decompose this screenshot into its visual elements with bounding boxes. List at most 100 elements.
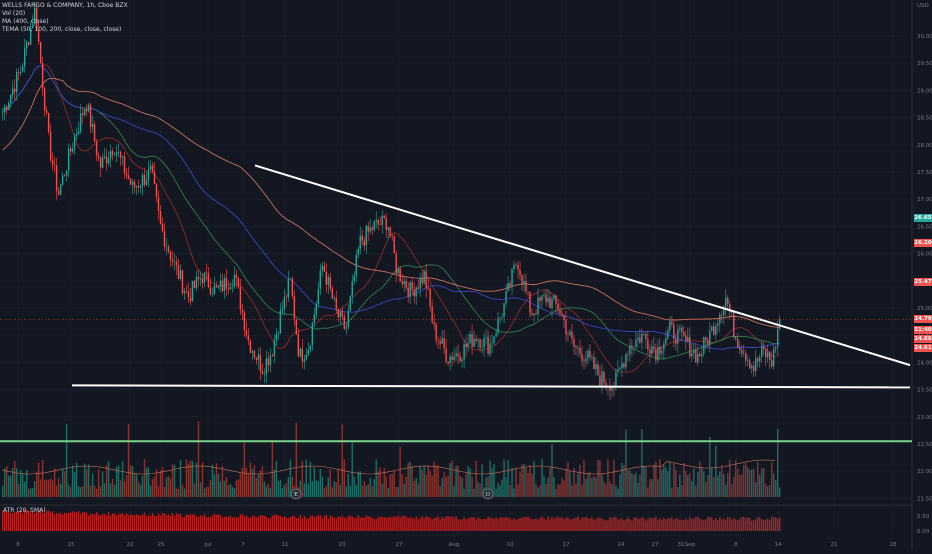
candle [467,342,469,348]
candle [143,174,146,185]
support-line[interactable] [71,384,911,389]
candle [529,292,531,314]
volume-bar [133,472,136,497]
volume-bar [481,464,483,497]
candle [313,314,315,323]
candle [459,356,461,362]
volume-bar [323,488,325,497]
atr-bar [777,518,779,531]
volume-bar [681,484,683,497]
candle [93,124,96,142]
atr-bar [13,512,16,531]
candle [207,272,210,288]
atr-bar [253,515,256,531]
volume-bar [107,461,110,497]
volume-bar [27,488,30,497]
atr-bar [661,519,663,531]
atr-bar [209,517,212,531]
atr-bar [105,515,108,531]
atr-bar [283,516,286,531]
volume-bar [99,486,102,497]
volume-bar [595,477,597,497]
candle [41,62,44,89]
volume-bar [365,485,367,497]
candle [595,364,597,370]
atr-bar [17,511,20,531]
candle [549,297,551,308]
candle [465,344,467,348]
volume-bar [685,471,687,497]
atr-bar [37,511,40,531]
candle [681,327,683,333]
candle [543,294,545,296]
atr-bar [321,518,323,531]
candle [157,197,160,211]
candle [699,354,701,357]
volume-bar [409,461,411,497]
atr-bar [171,513,174,531]
volume-bar [17,483,20,497]
volume-bar [707,475,709,497]
candle [79,113,82,132]
descending-trendline[interactable] [254,164,911,367]
candle [33,7,36,25]
candle [2,112,4,113]
volume-bar [245,467,248,497]
volume-bar [517,484,519,497]
atr-bar [485,519,487,531]
volume-bar [683,463,685,497]
atr-bar [409,517,411,531]
atr-bar [569,519,571,531]
atr-bar [507,517,509,531]
atr-bar [415,516,417,531]
volume-bar [59,483,62,497]
event-marker[interactable] [482,488,494,500]
volume-bar [189,460,192,497]
volume-bar [313,467,315,497]
candle [575,346,577,348]
volume-bar [649,479,651,497]
volume-bar [651,479,653,497]
atr-bar [603,519,605,531]
event-marker[interactable] [290,488,302,500]
atr-bar [61,514,64,531]
volume-bar [771,462,773,497]
atr-bar [151,513,154,531]
volume-bar [435,465,437,497]
candle [627,354,629,355]
atr-bar [521,517,523,531]
atr-bar [501,517,503,531]
atr-bar [403,515,405,531]
volume-bar [7,475,10,497]
atr-bar [95,511,98,531]
atr-bar [269,517,272,531]
volume-bar [191,460,194,497]
atr-bar [769,519,771,531]
volume-bar [243,442,246,497]
volume-bar [19,470,22,497]
volume-bar [511,467,513,497]
volume-bar [653,464,655,497]
atr-bar [509,518,511,531]
candle [475,338,477,341]
atr-bar [223,517,226,531]
atr-bar [733,518,735,531]
candle [215,285,218,288]
atr-bar [161,513,164,531]
volume-bar [741,474,743,497]
atr-bar [347,515,349,531]
volume-bar [719,471,721,497]
volume-bar [691,481,693,497]
atr-bar [293,515,296,531]
atr-bar [185,514,188,531]
atr-bar [731,519,733,531]
candle [87,104,90,112]
volume-bar [755,482,757,497]
volume-bar [401,474,403,497]
volume-bar [749,470,751,497]
volume-bar [183,488,186,497]
atr-bar [749,518,751,531]
volume-bar [463,488,465,497]
